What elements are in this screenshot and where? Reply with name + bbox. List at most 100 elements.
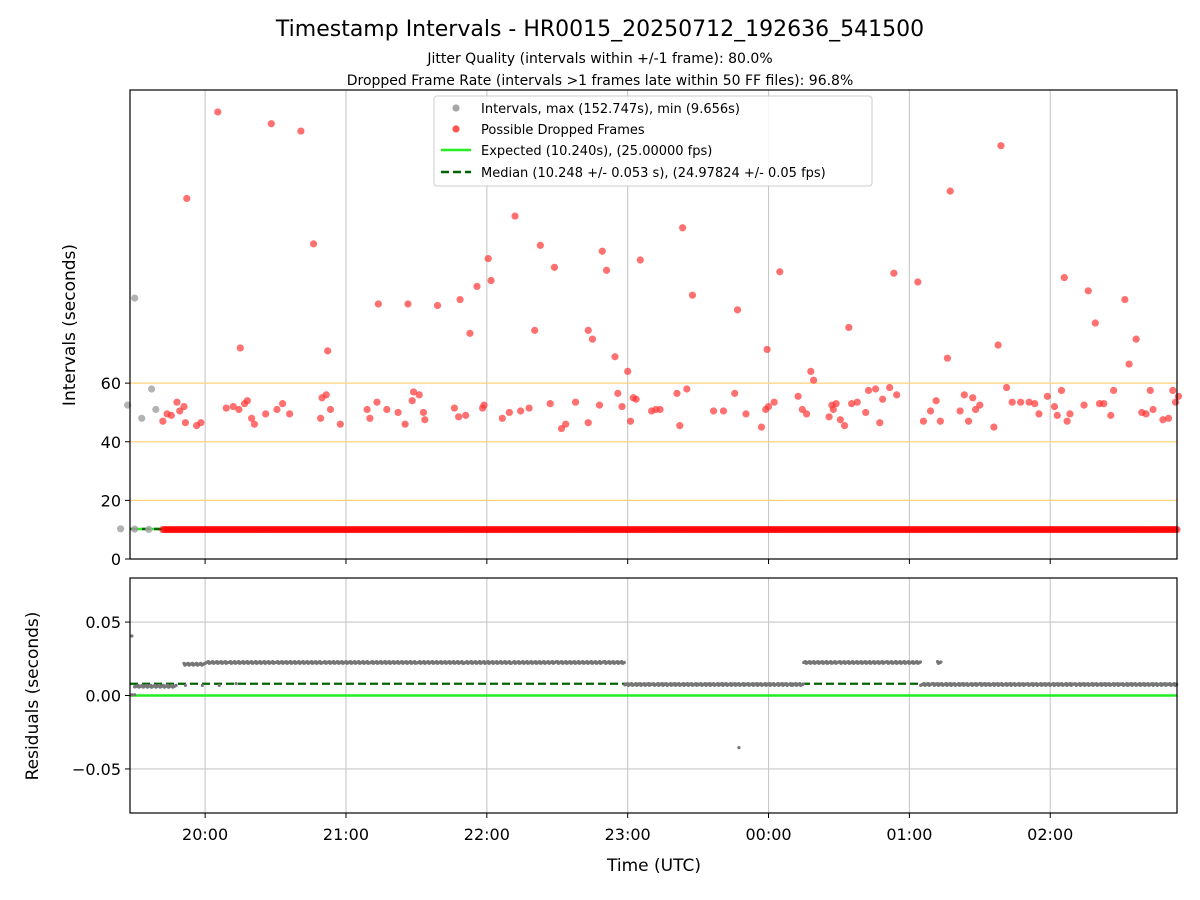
residual-point (133, 685, 137, 689)
dropped-frame-point (235, 405, 243, 414)
dropped-frame-point (324, 347, 332, 355)
dropped-frame-point (401, 420, 409, 428)
dropped-frame-point (1008, 398, 1016, 406)
residual-point (217, 683, 221, 687)
dropped-frame-point (829, 405, 837, 414)
dropped-frame-point (886, 383, 894, 392)
dropped-frame-point (421, 416, 429, 424)
dropped-frame-point (247, 414, 256, 422)
dropped-frame-point (1174, 392, 1183, 400)
dropped-frame-point (419, 408, 428, 417)
dropped-frame-point (562, 420, 570, 428)
dropped-frame-point (159, 417, 167, 425)
residuals-ytick-label: −0.05 (72, 760, 121, 779)
dropped-frame-point (624, 367, 632, 375)
interval-point (152, 405, 160, 414)
dropped-frame-point (890, 269, 898, 277)
dropped-frame-point (1169, 386, 1177, 395)
interval-point (147, 385, 156, 393)
dropped-frame-point (602, 266, 611, 274)
residuals-xtick-label: 02:00 (1027, 825, 1073, 844)
intervals-panel: 0 20 40 60 Intervals (seconds) Intervals, m… (60, 89, 1183, 569)
dropped-frame-point (525, 404, 533, 412)
dropped-frame-point (1057, 386, 1066, 395)
dropped-frame-point (848, 400, 856, 408)
residuals-ytick-label: 0.05 (85, 613, 121, 632)
dropped-frame-point (322, 391, 330, 399)
residual-point (622, 660, 626, 665)
intervals-ylabel: Intervals (seconds) (60, 244, 80, 406)
dropped-frame-point (1053, 411, 1061, 419)
legend-intervals-label: Intervals, max (152.747s), min (9.656s) (481, 102, 740, 117)
interval-point (117, 525, 125, 533)
dropped-frame-point (536, 241, 544, 249)
chart-title: Timestamp Intervals - HR0015_20250712_19… (275, 17, 924, 42)
dropped-frame-point (960, 391, 968, 399)
dropped-frame-point (278, 400, 287, 408)
dropped-frame-point (636, 256, 644, 264)
residuals-xtick-label: 00:00 (745, 825, 791, 844)
dropped-frame-point (871, 385, 880, 393)
dropped-frame-point (1149, 405, 1157, 414)
dropped-frame-point (1159, 416, 1167, 424)
dropped-frame-point (433, 301, 442, 310)
residual-point (200, 683, 204, 687)
dropped-frame-point (632, 395, 640, 403)
dropped-frame-point (1125, 360, 1133, 368)
dropped-frame-point (997, 142, 1005, 150)
dropped-frame-point (676, 422, 684, 430)
dropped-frame-point (214, 108, 222, 116)
dropped-frame-point (309, 240, 318, 248)
interval-point (131, 525, 139, 533)
dropped-frame-point (415, 391, 423, 399)
dropped-frame-point (1164, 414, 1173, 422)
dropped-frame-point (273, 405, 281, 414)
dropped-frame-point (517, 407, 525, 415)
dropped-frame-point (317, 414, 325, 422)
residual-point (234, 682, 238, 686)
dropped-frame-point (794, 392, 802, 400)
dropped-frame-point (1050, 402, 1059, 411)
dropped-frame-point (550, 263, 559, 271)
dropped-frame-point (243, 397, 251, 405)
residuals-ytick-label: 0.00 (85, 687, 121, 706)
dropped-frame-point (611, 353, 619, 361)
dropped-frame-point (1060, 274, 1068, 282)
dropped-frame-point (584, 419, 592, 427)
dropped-frame-point (679, 224, 687, 232)
intervals-axes-frame (129, 89, 1178, 560)
dropped-frame-point (546, 400, 554, 408)
dropped-frame-point (862, 408, 870, 417)
dropped-frame-point (614, 389, 622, 397)
dropped-frame-point (383, 405, 391, 414)
dropped-frame-point (498, 414, 506, 422)
dropped-frame-point (770, 398, 778, 406)
intervals-ytick-label: 0 (111, 550, 121, 569)
dropped-frame-point (505, 408, 513, 417)
dropped-frame-point (1132, 335, 1140, 343)
interval-point (131, 294, 139, 302)
dropped-frame-point (719, 407, 728, 415)
dropped-frame-point (832, 400, 840, 408)
dropped-frame-point (1002, 383, 1011, 392)
dropped-frame-point (733, 306, 742, 314)
dropped-frame-point (236, 344, 244, 352)
dropped-frame-point (810, 376, 818, 384)
dropped-frame-point (757, 423, 766, 431)
dropped-frame-point (946, 187, 954, 195)
dropped-frame-point (964, 417, 973, 425)
dropped-frame-point (183, 194, 191, 203)
dropped-frame-point (776, 268, 784, 276)
dropped-frame-point (853, 398, 861, 406)
dropped-frame-point (484, 254, 492, 263)
dropped-frame-point (229, 402, 237, 411)
dropped-frame-point (1107, 411, 1115, 419)
dropped-frame-point (1063, 417, 1071, 425)
residuals-xtick-label: 21:00 (323, 825, 369, 844)
intervals-ytick-label: 20 (101, 491, 121, 510)
legend-median-label: Median (10.248 +/- 0.053 s), (24.97824 +… (481, 166, 826, 181)
dropped-frame-point (1035, 410, 1043, 418)
dropped-frame-point (926, 407, 935, 415)
chart-subtitle-dropped: Dropped Frame Rate (intervals >1 frames … (347, 73, 854, 89)
dropped-frame-point (932, 397, 940, 405)
